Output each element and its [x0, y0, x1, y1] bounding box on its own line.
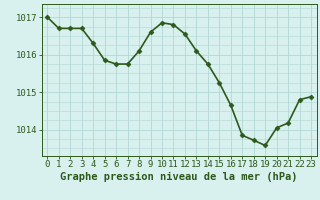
X-axis label: Graphe pression niveau de la mer (hPa): Graphe pression niveau de la mer (hPa) — [60, 172, 298, 182]
